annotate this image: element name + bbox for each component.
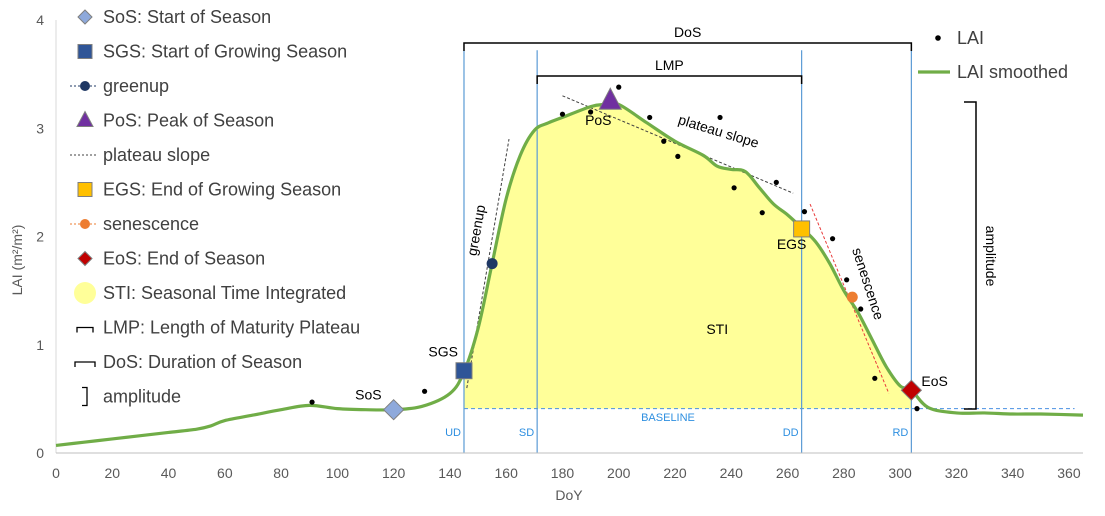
y-tick-label: 4 (36, 12, 44, 28)
legend-smoothed-label: LAI smoothed (957, 62, 1068, 82)
lai-point (309, 399, 315, 405)
lai-point (675, 153, 681, 159)
lai-point (661, 138, 667, 144)
x-tick-label: 320 (945, 465, 969, 481)
y-tick-label: 1 (36, 337, 44, 353)
x-tick-label: 200 (607, 465, 631, 481)
legend-lai-label: LAI (957, 28, 984, 48)
sgs-label: SGS (428, 344, 458, 360)
senescence-marker (846, 291, 858, 303)
lai-point (759, 210, 765, 216)
legend-lai-symbol (935, 35, 941, 41)
lai-point (731, 185, 737, 191)
legend-item-0-symbol (77, 9, 93, 25)
sti-area (463, 102, 912, 409)
legend-item-10-symbol (74, 361, 96, 367)
dos-bracket (463, 42, 913, 51)
lai-point (559, 111, 566, 117)
phenology-label-sd: SD (519, 427, 534, 439)
legend-item-1-label: SGS: Start of Growing Season (103, 42, 347, 62)
x-axis-title: DoY (555, 487, 583, 503)
lai-point (801, 209, 808, 215)
lai-point (616, 84, 622, 90)
pos-marker (598, 87, 623, 110)
legend-item-7-label: EoS: End of Season (103, 249, 265, 269)
legend-item-11-symbol (82, 386, 88, 407)
x-tick-label: 180 (551, 465, 575, 481)
legend-item-2-symbol (80, 81, 90, 91)
lai-point (717, 114, 723, 121)
lai-point (421, 388, 428, 394)
legend-item-7-symbol (77, 250, 93, 267)
x-tick-label: 120 (382, 465, 406, 481)
legend-item-8-symbol (74, 282, 96, 304)
lai-point (858, 306, 864, 312)
legend-item-0-label: SoS: Start of Season (103, 7, 271, 27)
legend-item-6-symbol (80, 219, 90, 229)
legend-item-9-symbol (76, 326, 94, 333)
sti-label: STI (706, 321, 728, 337)
legend-item-9-label: LMP: Length of Maturity Plateau (103, 318, 360, 338)
lmp-bracket (536, 75, 803, 84)
x-tick-label: 160 (495, 465, 519, 481)
eos-marker (900, 379, 923, 401)
x-tick-label: 240 (720, 465, 744, 481)
lmp-label: LMP (655, 57, 684, 73)
dos-label: DoS (674, 24, 701, 40)
egs-label: EGS (777, 236, 807, 252)
legend-item-2-label: greenup (103, 76, 169, 96)
sos-label: SoS (355, 387, 381, 403)
x-tick-label: 100 (326, 465, 350, 481)
legend-item-4-label: plateau slope (103, 145, 210, 165)
amplitude-label: amplitude (983, 226, 999, 287)
lai-point (872, 375, 878, 381)
baseline-label: BASELINE (641, 412, 695, 424)
egs-marker (793, 220, 811, 238)
x-tick-label: 280 (832, 465, 856, 481)
y-axis-title: LAI (m²/m²) (9, 225, 25, 296)
amplitude-bracket (964, 101, 977, 410)
pos-label: PoS (585, 112, 611, 128)
legend-item-10-label: DoS: Duration of Season (103, 352, 302, 372)
x-tick-label: 80 (273, 465, 289, 481)
legend-item-6-label: senescence (103, 214, 199, 234)
sgs-marker (455, 362, 473, 380)
x-tick-label: 340 (1001, 465, 1025, 481)
lai-point (844, 277, 850, 283)
x-tick-label: 40 (161, 465, 177, 481)
x-tick-label: 140 (438, 465, 462, 481)
legend-item-1-symbol (77, 44, 93, 59)
y-tick-label: 2 (36, 229, 44, 245)
x-tick-label: 300 (888, 465, 912, 481)
legend-item-3-symbol (76, 110, 94, 127)
lai-point (588, 109, 594, 115)
legend-item-3-label: PoS: Peak of Season (103, 111, 274, 131)
phenology-label-ud: UD (445, 427, 461, 439)
x-tick-label: 220 (663, 465, 687, 481)
y-tick-label: 3 (36, 120, 44, 136)
legend-item-5-label: EGS: End of Growing Season (103, 180, 341, 200)
x-tick-label: 20 (104, 465, 120, 481)
eos-label: EoS (921, 373, 947, 389)
lai-point (914, 406, 920, 412)
x-tick-label: 0 (52, 465, 60, 481)
legend-item-11-label: amplitude (103, 387, 181, 407)
legend-item-5-symbol (77, 182, 93, 197)
y-tick-label: 0 (36, 445, 44, 461)
greenup-annotation: greenup (464, 203, 489, 257)
legend-item-8-label: STI: Seasonal Time Integrated (103, 283, 346, 303)
x-tick-label: 360 (1057, 465, 1081, 481)
lai-point (773, 179, 779, 185)
greenup-marker (486, 258, 498, 270)
lai-point (829, 236, 836, 242)
x-tick-label: 260 (776, 465, 800, 481)
phenology-label-rd: RD (892, 427, 908, 439)
phenology-label-dd: DD (783, 427, 799, 439)
sos-marker (382, 398, 405, 421)
x-tick-label: 60 (217, 465, 233, 481)
lai-point (647, 114, 653, 121)
